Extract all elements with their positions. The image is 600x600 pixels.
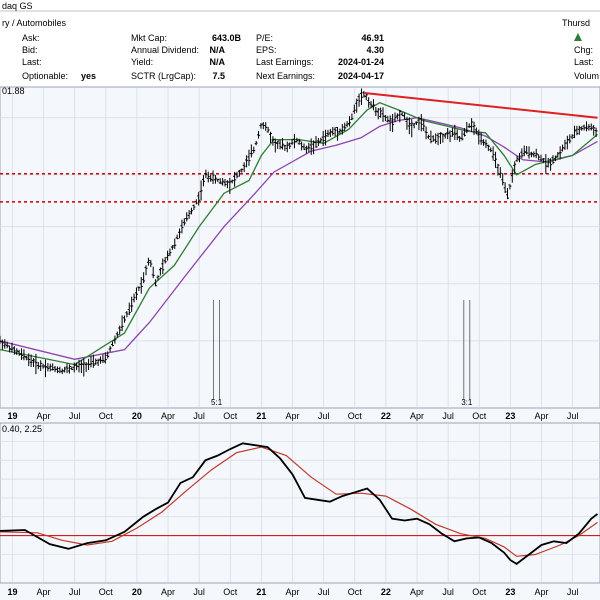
industry-label: ry / Automobiles [2, 18, 67, 28]
annual-dividend-label: Annual Dividend: [131, 45, 199, 55]
last-earnings-value: 2024-01-24 [338, 57, 384, 67]
next-earnings-label: Next Earnings: [256, 71, 315, 81]
volume-label: Volum [574, 71, 599, 81]
bid-label: Bid: [22, 45, 38, 55]
price-x-tick-label: Jul [193, 411, 205, 421]
mkt-cap-value: 643.0B [212, 33, 242, 43]
sma-short-line [0, 101, 598, 366]
macd-signal-line [0, 446, 598, 557]
annual-dividend-value: N/A [210, 45, 226, 55]
day-label: Thursd [562, 18, 590, 28]
price-x-tick-label: Apr [37, 411, 51, 421]
eps-label: EPS: [256, 45, 277, 55]
macd-x-tick-label: Oct [472, 587, 487, 597]
macd-x-tick-label: Apr [286, 587, 300, 597]
price-x-tick-label: 20 [132, 411, 142, 421]
header-panel [0, 0, 600, 87]
macd-x-tick-label: 23 [505, 587, 515, 597]
price-x-tick-label: Apr [161, 411, 175, 421]
split-marker-label: 5:1 [211, 398, 223, 407]
split-marker-label: 3:1 [461, 398, 473, 407]
macd-x-tick-label: Oct [99, 587, 114, 597]
macd-x-tick-label: 19 [7, 587, 17, 597]
price-x-tick-label: Apr [534, 411, 548, 421]
macd-panel [0, 422, 600, 584]
resistance-trendline [364, 92, 598, 119]
price-x-axis: 19 Apr Jul Oct 20 Apr Jul Oct 21 Apr Jul Oct 22 Apr Ju… [7, 411, 578, 421]
macd-line [0, 442, 599, 565]
price-x-tick-label: 22 [381, 411, 391, 421]
sctr-value: 7.5 [212, 71, 225, 81]
macd-x-tick-label: Jul [318, 587, 330, 597]
yield-label: Yield: [131, 57, 153, 67]
price-bars [0, 88, 598, 378]
last-label: Last: [22, 57, 42, 67]
macd-x-tick-label: Apr [534, 587, 548, 597]
price-x-tick-label: 23 [505, 411, 515, 421]
price-label: 01.88 [2, 86, 25, 96]
exchange-label: daq GS [2, 1, 33, 11]
price-x-tick-label: Apr [410, 411, 424, 421]
macd-x-tick-label: 20 [132, 587, 142, 597]
chg-label: Chg: [574, 45, 593, 55]
macd-x-axis: 19 Apr Jul Oct 20 Apr Jul Oct 21 Apr Jul Oct 22 Apr Ju… [7, 587, 578, 597]
macd-x-tick-label: 21 [256, 587, 266, 597]
price-panel [0, 86, 600, 409]
last2-label: Last: [574, 57, 594, 67]
pe-label: P/E: [256, 33, 273, 43]
mkt-cap-label: Mkt Cap: [131, 33, 167, 43]
price-grid [0, 88, 600, 407]
optionable-value: yes [81, 71, 96, 81]
sma-long-line [0, 117, 598, 360]
ask-label: Ask: [22, 33, 40, 43]
macd-x-tick-label: Jul [567, 587, 579, 597]
price-x-tick-label: 19 [7, 411, 17, 421]
optionable-label: Optionable: [22, 71, 68, 81]
eps-value: 4.30 [366, 45, 384, 55]
macd-label: 0.40, 2.25 [2, 424, 42, 434]
macd-x-tick-label: Oct [348, 587, 363, 597]
sctr-label: SCTR (LrgCap): [131, 71, 196, 81]
price-x-tick-label: Oct [472, 411, 487, 421]
macd-x-tick-label: Apr [161, 587, 175, 597]
price-x-tick-label: Oct [348, 411, 363, 421]
macd-x-tick-label: Oct [223, 587, 238, 597]
price-x-tick-label: Oct [223, 411, 238, 421]
up-arrow-icon [574, 33, 582, 41]
macd-x-tick-label: Jul [193, 587, 205, 597]
last-earnings-label: Last Earnings: [256, 57, 314, 67]
split-markers: 5:1 3:1 [211, 300, 473, 407]
macd-grid [0, 424, 600, 582]
price-x-tick-label: Jul [567, 411, 579, 421]
macd-x-tick-label: Jul [69, 587, 81, 597]
price-x-tick-label: 21 [256, 411, 266, 421]
macd-x-tick-label: Jul [442, 587, 454, 597]
price-x-tick-label: Oct [99, 411, 114, 421]
yield-value: N/A [210, 57, 226, 67]
price-x-tick-label: Jul [69, 411, 81, 421]
price-x-tick-label: Jul [442, 411, 454, 421]
price-x-tick-label: Apr [286, 411, 300, 421]
next-earnings-value: 2024-04-17 [338, 71, 384, 81]
macd-x-tick-label: Apr [410, 587, 424, 597]
macd-x-tick-label: Apr [37, 587, 51, 597]
pe-value: 46.91 [361, 33, 384, 43]
price-x-tick-label: Jul [318, 411, 330, 421]
macd-x-tick-label: 22 [381, 587, 391, 597]
